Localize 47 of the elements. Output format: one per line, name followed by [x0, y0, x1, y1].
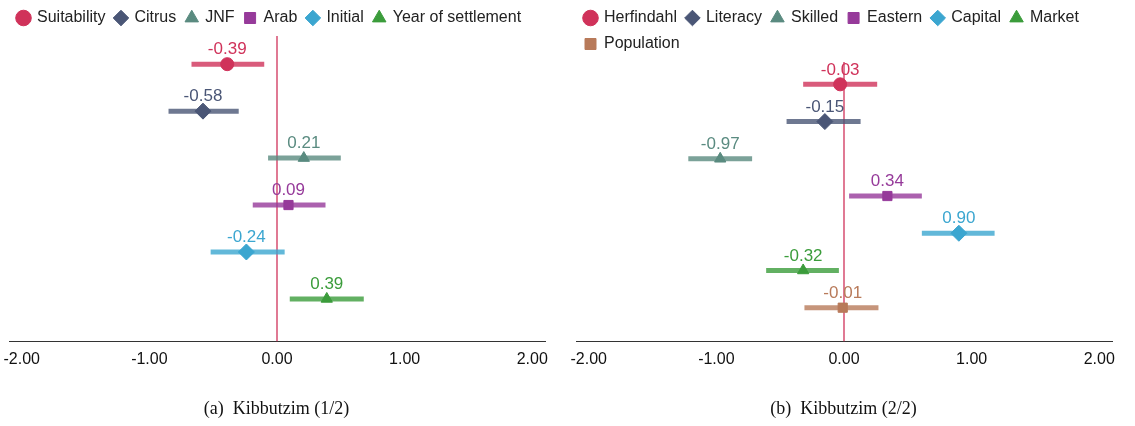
legend-label: Capital	[951, 8, 1002, 26]
point	[950, 224, 968, 242]
legend-label: Market	[1030, 8, 1080, 26]
legend-label: Year of settlement	[392, 8, 522, 26]
text: (a) Kibbutzim (1/2)	[203, 397, 350, 419]
data-label: 0.39	[310, 274, 344, 294]
data-label: -0.58	[183, 86, 223, 106]
point	[320, 291, 333, 303]
legend-label: Arab	[263, 8, 298, 26]
x-tick-label: -2.00	[570, 350, 608, 368]
data-label: 0.34	[870, 171, 904, 191]
x-tick-label: -1.00	[131, 350, 168, 368]
x-tick-label: 1.00	[389, 350, 421, 368]
data-label: -0.39	[207, 39, 247, 59]
data-label: -0.24	[227, 227, 266, 247]
point	[714, 151, 727, 163]
point	[194, 102, 212, 120]
legend-label: Initial	[326, 8, 364, 26]
point	[220, 57, 235, 72]
legend-label: Citrus	[134, 8, 177, 26]
x-tick-label: -1.00	[698, 350, 735, 368]
legend-label: Literacy	[705, 8, 762, 26]
point	[816, 113, 834, 131]
legend-label: Suitability	[37, 8, 106, 26]
x-tick-label: 0.00	[261, 350, 293, 368]
point	[837, 302, 848, 313]
point	[283, 199, 294, 211]
point	[297, 151, 310, 162]
x-tick-label: 0.00	[828, 350, 860, 368]
legend-label: Herfindahl	[604, 8, 677, 26]
data-label: 0.21	[287, 133, 321, 153]
x-tick-label: 2.00	[516, 350, 548, 368]
point	[833, 77, 848, 92]
legend-label: JNF	[205, 8, 235, 26]
x-tick-label: 1.00	[956, 350, 988, 368]
legend-label: Skilled	[790, 8, 839, 26]
point	[237, 243, 255, 261]
data-label: -0.32	[783, 245, 823, 265]
x-tick-label: 2.00	[1083, 350, 1115, 368]
data-label: 0.90	[942, 208, 976, 228]
legend-label: Eastern	[867, 8, 923, 26]
point	[797, 263, 810, 275]
legend-label: Population	[604, 34, 680, 52]
data-label: -0.97	[700, 133, 740, 153]
point	[882, 190, 893, 202]
x-tick-label: -2.00	[3, 350, 41, 368]
text: (b) Kibbutzim (2/2)	[770, 397, 917, 419]
